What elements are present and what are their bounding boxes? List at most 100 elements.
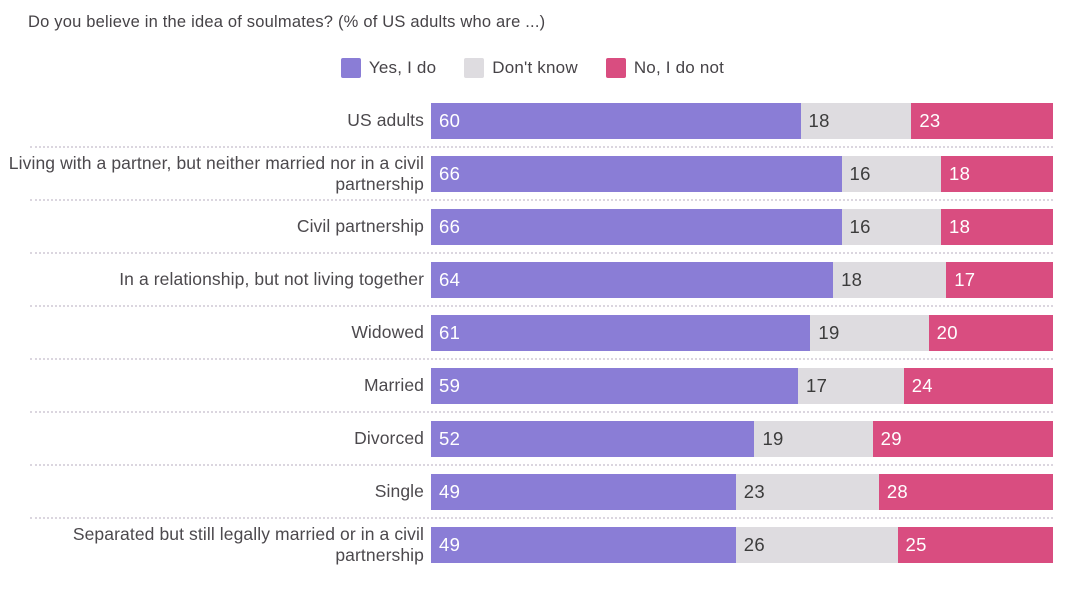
bar-value-label: 59 [439,374,461,396]
row-separator [30,411,1053,413]
bar-segment-dont-know: 17 [797,367,904,404]
bar-value-label: 18 [949,162,971,184]
chart-row: Single 49 23 28 [0,466,1053,517]
chart-row: Living with a partner, but neither marri… [0,148,1053,199]
bar-value-label: 17 [805,374,828,396]
legend-label-yes: Yes, I do [368,58,437,77]
category-label: Married [363,375,424,396]
bar-segment-yes: 59 [431,367,798,404]
bar-value-label: 18 [808,109,830,131]
chart-row: Separated but still legally married or i… [0,519,1053,570]
bar-segment-no: 18 [941,155,1053,192]
row-separator [30,199,1053,201]
bar-segment-no: 28 [878,473,1053,510]
category-label: US adults [347,110,424,131]
bar-segment-dont-know: 26 [735,526,898,563]
bar-value-label: 29 [880,427,902,449]
bar-segment-yes: 66 [431,208,842,245]
legend-swatch-yes [340,58,361,78]
bar-segment-no: 23 [911,102,1053,139]
chart-row: Divorced 52 19 29 [0,413,1053,464]
bar-segment-no: 24 [903,367,1053,404]
legend-item-no: No, I do not [605,58,725,78]
bar-segment-dont-know: 19 [754,420,873,457]
bar-group: 66 16 18 [431,208,1053,245]
category-label: Living with a partner, but neither marri… [8,153,424,194]
bar-group: 49 23 28 [431,473,1053,510]
bar-value-label: 66 [439,215,461,237]
bar-value-label: 18 [949,215,971,237]
bar-value-label: 60 [439,109,461,131]
legend-swatch-no [605,58,626,78]
row-separator [30,517,1053,519]
bar-segment-dont-know: 23 [735,473,879,510]
bar-group: 59 17 24 [431,367,1053,404]
bar-group: 64 18 17 [431,261,1053,298]
row-separator [30,358,1053,360]
chart-title: Do you believe in the idea of soulmates?… [28,13,546,31]
legend-label-no: No, I do not [633,58,725,77]
bar-group: 60 18 23 [431,102,1053,139]
row-separator [30,146,1053,148]
chart-row: Widowed 61 19 20 [0,307,1054,358]
bar-segment-no: 25 [897,526,1053,563]
bar-value-label: 19 [762,427,784,449]
bar-group: 61 19 20 [431,314,1054,351]
bar-segment-dont-know: 18 [833,261,947,298]
bar-value-label: 26 [743,533,765,555]
bar-value-label: 23 [919,109,941,131]
bar-group: 52 19 29 [431,420,1053,457]
bar-value-label: 17 [954,268,976,290]
chart-row: Married 59 17 24 [0,360,1053,411]
bar-segment-yes: 64 [431,261,834,298]
bar-segment-no: 17 [946,261,1053,298]
bar-group: 49 26 25 [431,526,1053,563]
row-separator [30,305,1053,307]
bar-value-label: 19 [818,321,840,343]
bar-value-label: 25 [905,533,927,555]
bar-segment-no: 29 [872,420,1053,457]
bar-segment-yes: 49 [431,473,736,510]
legend: Yes, I do Don't know No, I do not [0,58,1065,78]
chart-row: US adults 60 18 23 [0,95,1053,146]
bar-value-label: 28 [886,480,909,502]
bar-value-label: 18 [841,268,863,290]
bar-group: 66 16 18 [431,155,1053,192]
legend-item-dont-know: Don't know [464,58,578,78]
legend-item-yes: Yes, I do [340,58,437,78]
bar-segment-dont-know: 19 [810,314,929,351]
legend-swatch-dont-know [464,58,485,78]
bar-segment-yes: 61 [431,314,811,351]
bar-value-label: 52 [439,427,461,449]
bar-segment-no: 20 [928,314,1054,351]
bar-segment-dont-know: 16 [841,155,942,192]
category-label: Civil partnership [296,216,424,237]
bar-value-label: 24 [911,374,933,396]
stacked-bar-chart: US adults 60 18 23 Living with a partner, bu… [0,95,1054,570]
bar-segment-yes: 66 [431,155,842,192]
bar-segment-yes: 49 [431,526,736,563]
bar-value-label: 20 [936,321,958,343]
category-label: Separated but still legally married or i… [72,524,424,565]
bar-segment-no: 18 [941,208,1053,245]
category-label: In a relationship, but not living togeth… [119,269,424,290]
chart-row: Civil partnership 66 16 18 [0,201,1053,252]
legend-label-dont-know: Don't know [492,58,578,77]
bar-value-label: 64 [439,268,461,290]
bar-segment-dont-know: 16 [841,208,942,245]
bar-segment-yes: 52 [431,420,755,457]
bar-value-label: 49 [439,533,461,555]
bar-value-label: 49 [439,480,461,502]
bar-value-label: 66 [439,162,461,184]
bar-value-label: 16 [849,162,871,184]
category-label: Divorced [354,428,424,449]
bar-segment-yes: 60 [431,102,801,139]
bar-segment-dont-know: 18 [800,102,912,139]
category-label: Widowed [351,322,424,343]
bar-value-label: 16 [849,215,871,237]
chart-row: In a relationship, but not living togeth… [0,254,1053,305]
category-label: Single [374,481,424,502]
row-separator [30,464,1053,466]
bar-value-label: 23 [743,480,765,502]
